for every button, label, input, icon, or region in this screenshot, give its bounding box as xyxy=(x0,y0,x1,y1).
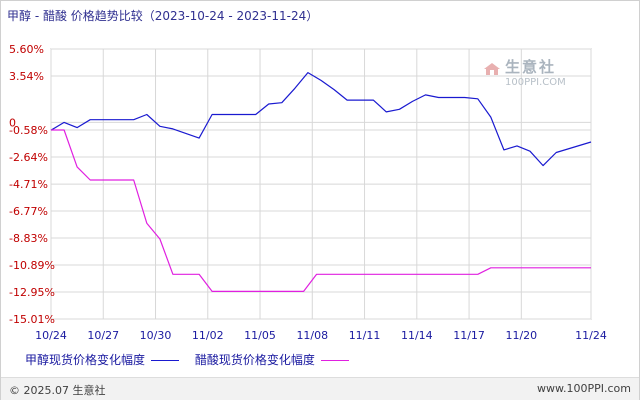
chart-title: 甲醇 - 醋酸 价格趋势比较（2023-10-24 - 2023-11-24） xyxy=(7,9,319,23)
x-tick-label: 11/08 xyxy=(296,329,328,342)
legend: 甲醇现货价格变化幅度 醋酸现货价格变化幅度 xyxy=(25,351,361,368)
watermark-brand: 生意社 xyxy=(505,58,557,76)
y-axis: 5.60% 3.54% 0-0.58% -2.64% -4.71% -6.77% -8.83… xyxy=(9,43,55,326)
y-tick-label: 0 xyxy=(9,116,16,129)
y-tick-label: -2.64% xyxy=(9,151,48,164)
y-tick-label: -12.95% xyxy=(9,286,55,299)
y-tick-label: -0.58% xyxy=(9,124,48,137)
series-layer xyxy=(50,71,592,292)
x-tick-label: 10/27 xyxy=(87,329,119,342)
y-tick-label: 3.54% xyxy=(9,70,44,83)
y-tick-label: -6.77% xyxy=(9,205,48,218)
y-tick-label: 5.60% xyxy=(9,43,44,56)
y-tick-label: -10.89% xyxy=(9,259,55,272)
x-axis: 10/24 10/27 10/30 11/02 11/05 11/08 11/11 11/14… xyxy=(35,329,607,342)
x-tick-label: 10/24 xyxy=(35,329,67,342)
legend-swatch-series1 xyxy=(151,360,180,361)
x-tick-label: 11/02 xyxy=(192,329,224,342)
legend-swatch-series2 xyxy=(320,360,349,361)
y-tick-label: -15.01% xyxy=(9,313,55,326)
y-tick-label: -8.83% xyxy=(9,232,48,245)
grid-layer xyxy=(50,48,592,320)
x-tick-label: 11/24 xyxy=(575,329,607,342)
legend-label-series2: 醋酸现货价格变化幅度 xyxy=(194,353,315,367)
x-tick-label: 11/20 xyxy=(505,329,537,342)
x-tick-label: 11/05 xyxy=(244,329,276,342)
series-line-2 xyxy=(51,129,591,292)
watermark-url: 100PPI.COM xyxy=(505,77,566,88)
legend-item-series1: 甲醇现货价格变化幅度 xyxy=(25,351,180,368)
watermark: 生意社 100PPI.COM xyxy=(483,56,566,88)
house-logo-icon xyxy=(484,63,500,75)
footer-copyright: © 2025.07 生意社 xyxy=(9,384,106,397)
x-tick-label: 11/11 xyxy=(349,329,381,342)
x-tick-label: 11/14 xyxy=(401,329,433,342)
legend-item-series2: 醋酸现货价格变化幅度 xyxy=(195,351,349,368)
x-tick-label: 10/30 xyxy=(140,329,172,342)
x-tick-label: 11/17 xyxy=(453,329,485,342)
series-line-1 xyxy=(50,71,592,167)
footer: © 2025.07 生意社 www.100PPI.com xyxy=(1,377,639,400)
footer-link[interactable]: www.100PPI.com xyxy=(537,382,631,395)
y-tick-label: -4.71% xyxy=(9,178,48,191)
legend-label-series1: 甲醇现货价格变化幅度 xyxy=(25,353,146,367)
